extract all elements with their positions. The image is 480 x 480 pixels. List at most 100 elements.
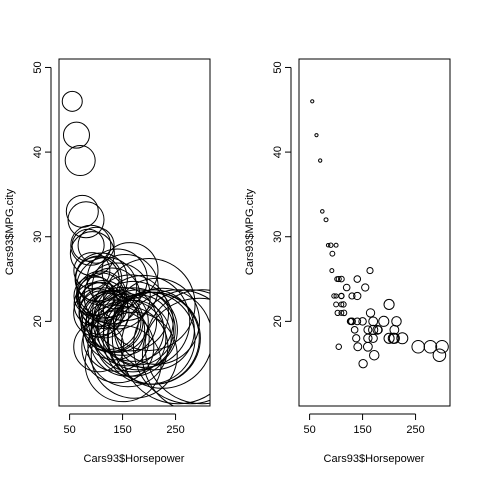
right-point <box>368 316 379 327</box>
left-point <box>90 311 178 399</box>
right-point <box>432 348 447 362</box>
left-point <box>90 287 176 373</box>
right-x-tick-label: 250 <box>406 424 424 436</box>
right-point <box>391 316 402 327</box>
left-point <box>141 297 210 406</box>
left-y-axis-title: Cars93$MPG.city <box>4 188 16 275</box>
right-point <box>368 333 378 343</box>
right-point <box>335 343 342 351</box>
left-x-axis-title: Cars93$Horsepower <box>84 453 185 465</box>
right-y-axis-title: Cars93$MPG.city <box>244 188 256 275</box>
right-point <box>338 292 345 300</box>
left-point <box>85 289 149 353</box>
right-x-axis: 50 150 250 <box>303 413 425 436</box>
left-plot-frame <box>58 58 211 407</box>
right-point <box>348 292 356 300</box>
right-x-tick-label: 50 <box>303 424 315 436</box>
right-point <box>329 268 335 274</box>
right-point <box>340 309 348 317</box>
right-point <box>320 209 325 214</box>
right-point <box>396 332 409 345</box>
right-point <box>423 339 438 354</box>
right-point <box>325 242 331 248</box>
right-point <box>333 242 339 248</box>
right-y-tick-label: 50 <box>272 61 284 73</box>
left-y-tick-label: 40 <box>32 146 44 158</box>
left-point <box>107 291 201 385</box>
right-point <box>338 301 345 308</box>
left-point <box>88 286 158 356</box>
right-x-tick-label: 150 <box>353 424 371 436</box>
right-point <box>328 242 334 248</box>
right-point <box>342 283 351 292</box>
right-point <box>378 315 390 327</box>
right-point <box>374 325 383 335</box>
left-point <box>144 289 210 405</box>
left-scatter-panel: 50 150 250 20 30 40 50 Cars93$Horsepower Cars… <box>4 58 211 465</box>
right-y-tick-label: 30 <box>272 231 284 243</box>
left-point <box>64 145 96 177</box>
right-scatter-panel: 50 150 250 20 30 40 50 Cars93$Horsepower Cars… <box>244 58 451 465</box>
left-scatter-marks <box>61 90 210 406</box>
left-y-axis: 20 30 40 50 <box>32 61 52 327</box>
left-point <box>83 262 151 330</box>
right-point <box>350 326 359 334</box>
right-point <box>366 267 374 275</box>
left-point <box>120 289 210 405</box>
right-point <box>335 276 342 283</box>
left-point <box>102 257 196 351</box>
right-scatter-marks <box>310 99 449 369</box>
left-y-tick-label: 50 <box>32 61 44 73</box>
right-point <box>372 324 383 335</box>
right-point <box>348 317 356 326</box>
right-point <box>340 301 347 308</box>
right-y-axis: 20 30 40 50 <box>272 61 292 327</box>
left-x-tick-label: 250 <box>166 424 184 436</box>
right-point <box>358 359 368 369</box>
right-plot-frame <box>298 58 451 407</box>
left-point <box>132 289 210 405</box>
right-y-tick-label: 40 <box>272 146 284 158</box>
right-point <box>338 309 345 316</box>
right-point <box>358 317 367 326</box>
right-point <box>383 298 395 311</box>
right-point <box>338 275 345 283</box>
left-point <box>62 121 90 149</box>
right-point <box>314 133 319 138</box>
left-point <box>92 274 170 352</box>
right-point <box>318 158 323 163</box>
right-point <box>353 291 362 301</box>
right-point <box>435 339 449 354</box>
left-y-tick-label: 20 <box>32 315 44 327</box>
right-point <box>353 275 362 283</box>
right-point <box>331 293 337 299</box>
right-point <box>353 342 363 352</box>
left-x-tick-label: 150 <box>113 424 131 436</box>
right-point <box>329 250 336 257</box>
left-point <box>92 280 174 362</box>
left-point <box>96 289 178 371</box>
left-point <box>112 277 200 365</box>
right-point <box>363 325 373 335</box>
right-x-axis-title: Cars93$Horsepower <box>324 453 425 465</box>
left-x-axis: 50 150 250 <box>63 413 185 436</box>
right-point <box>323 217 329 223</box>
right-point <box>365 308 376 318</box>
right-point <box>353 317 362 326</box>
left-x-tick-label: 50 <box>63 424 75 436</box>
left-point <box>67 201 105 239</box>
right-point <box>388 332 400 344</box>
right-point <box>352 334 361 343</box>
right-point <box>383 332 395 344</box>
right-y-tick-label: 20 <box>272 315 284 327</box>
left-point <box>77 226 115 264</box>
right-point <box>310 99 315 104</box>
left-point <box>61 90 83 112</box>
left-point <box>94 299 172 377</box>
left-point <box>77 272 125 320</box>
left-y-tick-label: 30 <box>32 231 44 243</box>
right-point <box>369 349 380 361</box>
right-point <box>362 341 373 352</box>
